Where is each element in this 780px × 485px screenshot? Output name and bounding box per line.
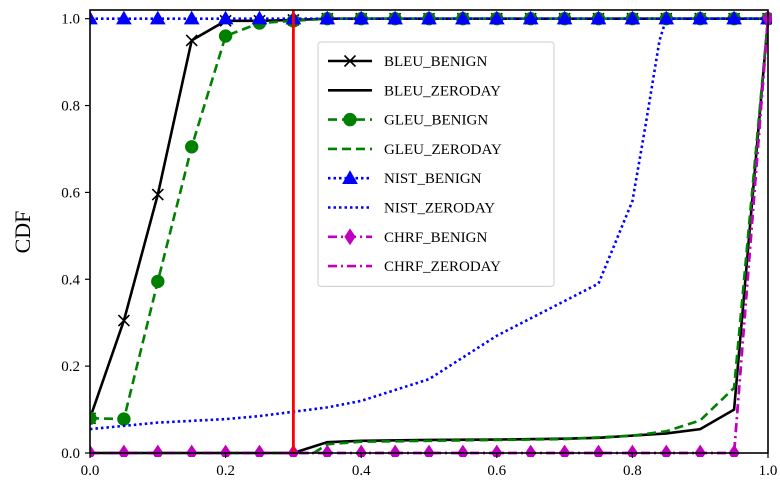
legend-marker	[343, 54, 357, 68]
legend-marker	[343, 112, 357, 127]
data-point-nist-benign	[455, 10, 471, 25]
y-axis-title: CDF	[10, 211, 35, 254]
x-tick-label: 0.8	[623, 463, 642, 479]
x-tick-label: 0.6	[487, 463, 506, 479]
legend-label: NIST_BENIGN	[384, 171, 482, 187]
x-tick-label: 1.0	[759, 463, 778, 479]
legend-label: GLEU_BENIGN	[384, 113, 488, 129]
legend-item-chrf-benign: CHRF_BENIGN	[328, 228, 488, 246]
data-point-nist-benign	[116, 10, 132, 25]
legend-item-chrf-zeroday: CHRF_ZERODAY	[328, 259, 501, 275]
data-point-nist-benign	[183, 10, 200, 25]
y-tick-label: 1.0	[61, 12, 80, 28]
data-point-gleu-benign	[218, 29, 233, 43]
legend: BLEU_BENIGN BLEU_ZERODAY GLEU_BENIGN GLEU_Z…	[317, 41, 555, 287]
legend-item-nist-zeroday: NIST_ZERODAY	[328, 201, 495, 217]
y-tick-label: 0.8	[61, 99, 80, 115]
legend-item-bleu-benign: BLEU_BENIGN	[328, 54, 487, 70]
series-line-bleu-zeroday	[90, 18, 770, 455]
legend-item-bleu-zeroday: BLEU_ZERODAY	[328, 83, 501, 99]
x-tick-label: 0.4	[352, 463, 371, 479]
data-point-gleu-benign	[151, 274, 165, 289]
data-point-nist-benign	[319, 10, 336, 25]
x-tick-label: 0.0	[81, 463, 100, 479]
data-point-nist-benign	[217, 10, 234, 25]
data-point-nist-benign	[624, 10, 641, 25]
data-point-chrf-benign	[118, 444, 130, 457]
legend-item-gleu-zeroday: GLEU_ZERODAY	[328, 142, 502, 158]
data-point-nist-benign	[251, 10, 268, 25]
legend-label: BLEU_ZERODAY	[384, 83, 501, 99]
legend-item-nist-benign: NIST_BENIGN	[328, 170, 482, 187]
y-tick-label: 0.4	[61, 272, 80, 288]
series-bleu-zeroday	[90, 18, 770, 455]
data-point-nist-benign	[658, 10, 675, 25]
data-point-nist-benign	[522, 10, 539, 25]
y-tick-label: 0.2	[61, 359, 80, 375]
legend-label: BLEU_BENIGN	[384, 54, 487, 70]
data-point-nist-benign	[590, 10, 607, 25]
data-point-gleu-benign	[185, 140, 199, 154]
data-point-nist-benign	[421, 10, 437, 25]
legend-marker	[344, 228, 356, 246]
legend-label: GLEU_ZERODAY	[384, 142, 502, 158]
x-tick-label: 0.2	[216, 463, 235, 479]
legend-box	[317, 41, 555, 287]
legend-label: CHRF_BENIGN	[384, 230, 488, 246]
y-axis-ticks: 0.0 0.2 0.4 0.6 0.8 1.0	[61, 12, 90, 462]
series-nist-zeroday	[90, 17, 768, 431]
data-point-nist-benign	[556, 10, 573, 25]
data-point-nist-benign	[387, 10, 403, 25]
axes-frame	[89, 9, 769, 454]
data-point-nist-benign	[149, 10, 166, 25]
series-line-nist-zeroday	[90, 17, 768, 431]
legend-label: CHRF_ZERODAY	[384, 259, 501, 275]
data-point-bleu-benign	[151, 188, 164, 201]
legend-label: NIST_ZERODAY	[384, 201, 495, 217]
legend-marker	[342, 170, 358, 184]
y-tick-label: 0.0	[61, 446, 80, 462]
series-gleu-zeroday	[90, 18, 770, 455]
data-point-bleu-benign	[185, 34, 198, 47]
data-point-nist-benign	[90, 10, 98, 25]
data-point-nist-benign	[488, 10, 505, 25]
data-point-gleu-benign	[117, 412, 131, 426]
data-point-chrf-benign	[592, 444, 605, 457]
series-line-gleu-zeroday	[90, 18, 770, 455]
data-point-nist-benign	[353, 10, 370, 25]
x-axis-ticks: 0.0 0.2 0.4 0.6 0.8 1.0	[81, 453, 778, 479]
y-tick-label: 0.6	[61, 185, 80, 201]
legend-item-gleu-benign: GLEU_BENIGN	[328, 113, 488, 129]
data-point-bleu-benign	[117, 314, 130, 327]
